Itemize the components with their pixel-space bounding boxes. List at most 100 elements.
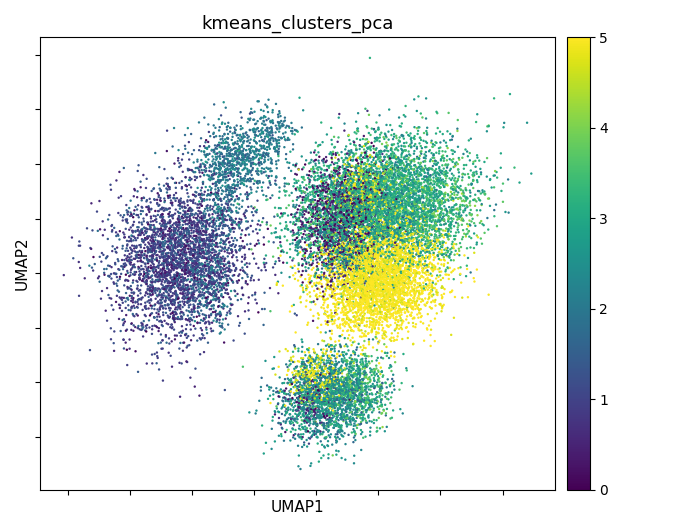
Point	[489, 171, 500, 180]
Point	[322, 367, 333, 376]
Point	[348, 385, 358, 394]
Point	[337, 195, 348, 204]
Point	[180, 252, 190, 260]
Point	[373, 213, 383, 222]
Point	[373, 175, 384, 184]
Point	[206, 236, 217, 245]
Point	[321, 380, 332, 388]
Point	[356, 249, 367, 258]
Point	[335, 269, 346, 278]
Point	[309, 415, 320, 423]
Point	[370, 267, 381, 276]
Point	[336, 186, 347, 195]
Point	[330, 378, 341, 386]
Point	[375, 281, 386, 290]
Point	[358, 260, 369, 268]
Point	[414, 308, 425, 317]
Point	[386, 262, 397, 270]
Point	[122, 361, 132, 369]
Point	[132, 303, 143, 312]
Point	[308, 163, 319, 171]
Point	[321, 424, 331, 432]
Point	[315, 381, 325, 390]
Point	[186, 130, 196, 138]
Point	[178, 259, 189, 267]
Point	[192, 222, 202, 231]
Point	[350, 213, 361, 221]
Point	[188, 285, 198, 293]
Point	[320, 393, 331, 401]
Point	[372, 310, 383, 318]
Point	[374, 222, 385, 230]
Point	[359, 206, 370, 215]
Point	[352, 377, 362, 386]
Point	[368, 288, 379, 297]
Point	[253, 150, 264, 158]
Point	[272, 387, 283, 396]
Point	[154, 257, 165, 266]
Point	[415, 248, 426, 256]
Point	[211, 290, 222, 298]
Point	[132, 193, 142, 201]
Point	[225, 123, 236, 132]
Point	[410, 180, 421, 189]
Point	[360, 246, 371, 255]
Point	[229, 261, 240, 269]
Point	[201, 272, 212, 280]
Point	[377, 140, 387, 148]
Point	[219, 244, 230, 253]
Point	[342, 295, 352, 303]
Point	[367, 237, 378, 245]
Point	[307, 230, 318, 239]
Point	[378, 249, 389, 257]
Point	[200, 258, 211, 267]
Point	[356, 250, 367, 259]
Point	[343, 238, 354, 246]
Point	[443, 109, 454, 117]
Point	[234, 195, 244, 204]
Point	[333, 277, 344, 285]
Point	[325, 335, 336, 343]
Point	[381, 144, 392, 152]
Point	[319, 273, 329, 281]
Point	[433, 176, 444, 184]
Point	[228, 180, 239, 189]
Point	[369, 317, 379, 325]
Point	[368, 179, 379, 187]
Point	[342, 202, 353, 210]
Point	[414, 280, 425, 288]
Point	[482, 214, 493, 222]
Point	[370, 282, 381, 291]
Point	[327, 270, 338, 278]
Point	[155, 245, 166, 253]
Point	[391, 255, 402, 263]
Point	[375, 283, 385, 292]
Point	[184, 227, 194, 235]
Point	[342, 204, 353, 212]
Point	[280, 136, 291, 144]
Point	[336, 261, 347, 269]
Point	[295, 404, 306, 412]
Point	[327, 213, 338, 221]
Point	[413, 252, 424, 260]
Point	[375, 264, 385, 273]
Point	[397, 262, 408, 270]
Point	[177, 329, 188, 337]
Point	[259, 259, 269, 267]
Point	[320, 255, 331, 263]
Point	[263, 143, 274, 151]
Point	[308, 404, 319, 413]
Point	[189, 304, 200, 312]
Point	[155, 298, 166, 307]
Point	[335, 376, 346, 384]
Point	[317, 404, 327, 412]
Point	[256, 421, 267, 430]
Point	[382, 216, 393, 224]
Point	[362, 204, 373, 212]
Point	[331, 437, 342, 446]
Point	[304, 175, 315, 184]
Point	[329, 225, 340, 233]
Point	[384, 291, 395, 299]
Point	[195, 350, 206, 358]
Point	[321, 276, 332, 284]
